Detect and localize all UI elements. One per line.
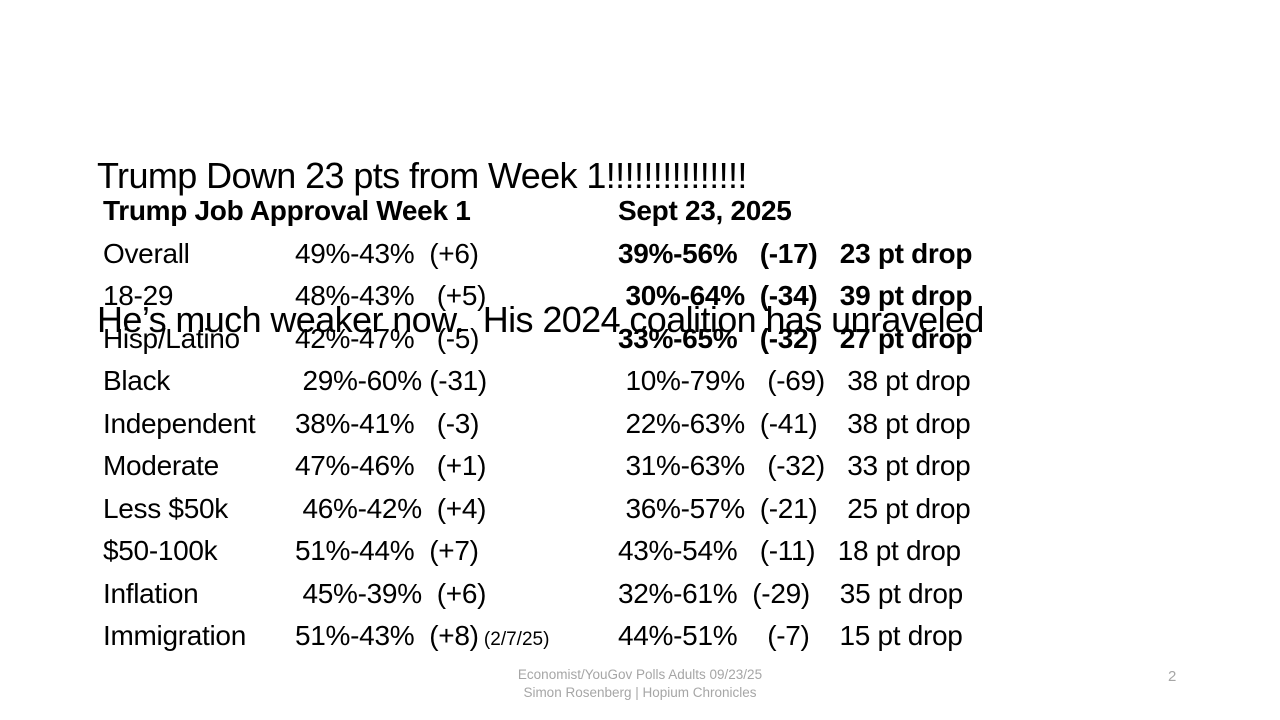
row-label: $50-100k [103, 535, 218, 566]
poll-table: Trump Job Approval Week 1 Sept 23, 2025 … [103, 190, 1218, 658]
row-label: Overall [103, 237, 190, 269]
row-sept-value: 36%-57% (-21) 25 pt drop [618, 492, 971, 524]
row-label: Hisp/Latino [103, 322, 240, 354]
row-week1-value: 51%-43% (+8) [295, 620, 479, 651]
table-row: Less $50k 46%-42% (+4) 36%-57% (-21) 25 … [103, 488, 1218, 531]
page-number: 2 [1168, 668, 1177, 685]
table-row: 18-29 48%-43% (+5) 30%-64% (-34) 39 pt d… [103, 275, 1218, 318]
footer-source-line: Economist/YouGov Polls Adults 09/23/25 [517, 667, 763, 682]
row-week1-cell: 51%-44% (+7) [295, 530, 618, 577]
row-week1-cell: 46%-42% (+4) [295, 488, 618, 535]
table-row: Immigration 51%-43% (+8) (2/7/25) 44%-51… [103, 615, 1218, 658]
row-label: Inflation [103, 577, 199, 609]
row-label: Less $50k [103, 492, 228, 524]
poll-table-rows: Overall 49%-43% (+6) 39%-56% (-17) 23 pt… [103, 233, 1218, 658]
table-row: Independent 38%-41% (-3) 22%-63% (-41) 3… [103, 403, 1218, 446]
row-week1-value: 47%-46% (+1) [295, 450, 487, 481]
row-label: Moderate [103, 450, 219, 481]
row-week1-value: 42%-47% (-5) [295, 322, 480, 354]
table-header-row: Trump Job Approval Week 1 Sept 23, 2025 [103, 190, 1218, 233]
row-week1-cell: 48%-43% (+5) [295, 275, 618, 322]
row-week1-value: 38%-41% (-3) [295, 407, 480, 439]
table-row: Black 29%-60% (-31) 10%-79% (-69) 38 pt … [103, 360, 1218, 403]
row-note: (2/7/25) [478, 629, 550, 650]
row-week1-value: 48%-43% (+5) [295, 280, 487, 311]
table-row: Hisp/Latino 42%-47% (-5) 33%-65% (-32) 2… [103, 318, 1218, 361]
row-week1-value: 45%-39% (+6) [295, 577, 487, 609]
row-week1-value: 51%-44% (+7) [295, 535, 479, 566]
footer-author-line: Simon Rosenberg | Hopium Chronicles [523, 685, 757, 700]
title-line-1: Trump Down 23 pts from Week 1!!!!!!!!!!!… [97, 155, 747, 196]
footer: Economist/YouGov Polls Adults 09/23/25 S… [0, 666, 1280, 702]
row-sept-value: 31%-63% (-32) 33 pt drop [618, 450, 971, 481]
row-label: 18-29 [103, 280, 174, 311]
row-week1-cell: 47%-46% (+1) [295, 445, 618, 492]
row-sept-value: 44%-51% (-7) 15 pt drop [618, 620, 963, 651]
row-week1-cell: 45%-39% (+6) [295, 573, 618, 620]
row-week1-cell: 51%-43% (+8) (2/7/25) [295, 615, 618, 662]
header-week1-label: Trump Job Approval Week 1 [103, 195, 471, 226]
header-date-label: Sept 23, 2025 [618, 195, 792, 226]
row-sept-value: 10%-79% (-69) 38 pt drop [618, 365, 971, 396]
row-sept-value: 43%-54% (-11) 18 pt drop [618, 535, 961, 566]
table-row: Overall 49%-43% (+6) 39%-56% (-17) 23 pt… [103, 233, 1218, 276]
row-label: Independent [103, 407, 256, 439]
row-sept-value: 22%-63% (-41) 38 pt drop [618, 407, 971, 439]
row-sept-value: 32%-61% (-29) 35 pt drop [618, 577, 963, 609]
row-week1-cell: 49%-43% (+6) [295, 233, 618, 280]
row-week1-value: 46%-42% (+4) [295, 492, 487, 524]
table-row: Moderate 47%-46% (+1) 31%-63% (-32) 33 p… [103, 445, 1218, 488]
row-week1-cell: 42%-47% (-5) [295, 318, 618, 365]
row-sept-value: 33%-65% (-32) 27 pt drop [618, 322, 973, 354]
row-label: Immigration [103, 620, 246, 651]
row-week1-value: 49%-43% (+6) [295, 237, 479, 269]
table-row: Inflation 45%-39% (+6) 32%-61% (-29) 35 … [103, 573, 1218, 616]
row-week1-cell: 38%-41% (-3) [295, 403, 618, 450]
row-week1-value: 29%-60% (-31) [295, 365, 487, 396]
row-sept-value: 39%-56% (-17) 23 pt drop [618, 237, 973, 269]
row-label: Black [103, 365, 170, 396]
title-line-2: He’s much weaker now. His 2024 coalition… [97, 299, 984, 340]
slide-title: Trump Down 23 pts from Week 1!!!!!!!!!!!… [97, 56, 984, 440]
row-sept-value: 30%-64% (-34) 39 pt drop [618, 280, 973, 311]
row-week1-cell: 29%-60% (-31) [295, 360, 618, 407]
table-row: $50-100k 51%-44% (+7) 43%-54% (-11) 18 p… [103, 530, 1218, 573]
